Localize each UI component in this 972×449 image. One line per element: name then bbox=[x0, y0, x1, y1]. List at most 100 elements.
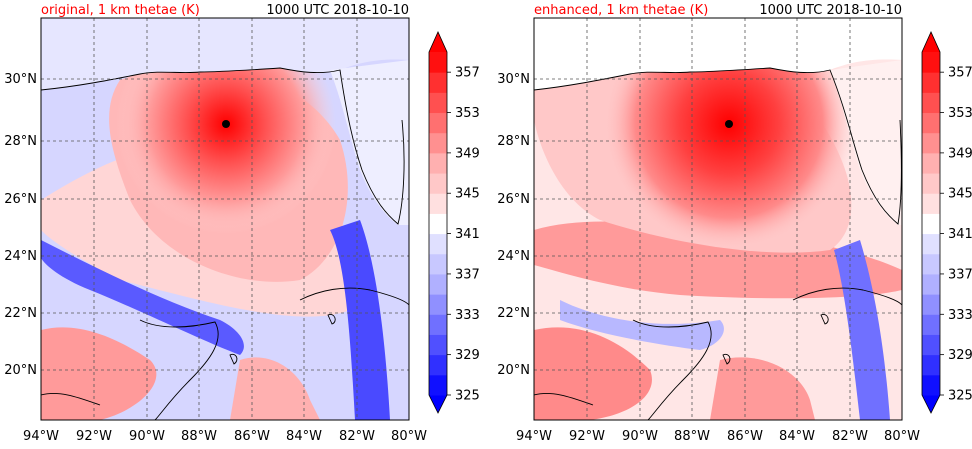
lon-tick-label: 92°W bbox=[76, 429, 112, 444]
colorbar-swatch bbox=[429, 152, 447, 174]
colorbar-swatch bbox=[922, 374, 940, 396]
colorbar-tick-label: 325 bbox=[455, 389, 480, 404]
colorbar-swatch bbox=[429, 374, 447, 396]
colorbar-swatch bbox=[922, 152, 940, 174]
colorbar-swatch bbox=[429, 213, 447, 235]
lon-tick-label: 84°W bbox=[779, 429, 815, 444]
colorbar-swatch bbox=[922, 72, 940, 93]
lat-tick-label: 26°N bbox=[4, 192, 37, 207]
map-frame bbox=[40, 17, 410, 421]
lat-tick-labels: 20°N 22°N 24°N 26°N 28°N 30°N bbox=[497, 72, 530, 378]
lon-tick-labels: 94°W 92°W 90°W 88°W 86°W 84°W 82°W 80°W bbox=[516, 429, 920, 444]
thetae-field bbox=[41, 18, 409, 420]
colorbar-swatch bbox=[429, 294, 447, 315]
lon-tick-labels: 94°W 92°W 90°W 88°W 86°W 84°W 82°W 80°W bbox=[23, 429, 427, 444]
colorbar-swatch bbox=[429, 233, 447, 255]
lon-tick-label: 90°W bbox=[622, 429, 658, 444]
lon-tick-label: 86°W bbox=[727, 429, 763, 444]
lat-tick-label: 22°N bbox=[4, 306, 37, 321]
colorbar-swatch bbox=[429, 92, 447, 114]
colorbar-swatch bbox=[922, 314, 940, 335]
lat-tick-label: 30°N bbox=[4, 72, 37, 87]
coastline bbox=[41, 67, 409, 420]
colorbar-extend-max bbox=[922, 32, 940, 52]
colorbar-tick-label: 345 bbox=[455, 187, 480, 202]
map-frame bbox=[533, 17, 903, 421]
lat-tick-label: 24°N bbox=[4, 249, 37, 264]
lon-tick-label: 94°W bbox=[23, 429, 59, 444]
lon-tick-label: 82°W bbox=[832, 429, 868, 444]
thetae-field bbox=[534, 18, 902, 420]
lon-tick-label: 92°W bbox=[569, 429, 605, 444]
lon-tick-label: 82°W bbox=[339, 429, 375, 444]
colorbar-tick-label: 341 bbox=[455, 227, 480, 242]
panel-original: original, 1 km thetae (K) 1000 UTC 2018-… bbox=[4, 3, 427, 444]
colorbar-tick-label: 357 bbox=[455, 66, 480, 81]
colorbar-tick-label: 349 bbox=[948, 146, 972, 161]
lat-tick-label: 28°N bbox=[4, 134, 37, 149]
lat-tick-label: 24°N bbox=[497, 249, 530, 264]
lat-tick-label: 20°N bbox=[497, 363, 530, 378]
panel-title-left: enhanced, 1 km thetae (K) bbox=[534, 3, 708, 18]
lat-tick-labels: 20°N 22°N 24°N 26°N 28°N 30°N bbox=[4, 72, 37, 378]
colorbar-swatch bbox=[922, 132, 940, 154]
colorbar-swatch bbox=[922, 112, 940, 134]
colorbar-tick-label: 341 bbox=[948, 227, 972, 242]
colorbar-tick-label: 337 bbox=[455, 267, 480, 282]
colorbar-swatch bbox=[922, 233, 940, 255]
colorbar-enhanced: 325 329 333 337 341 345 349 353 357 bbox=[921, 31, 972, 414]
lon-tick-label: 80°W bbox=[391, 429, 427, 444]
panel-title-left: original, 1 km thetae (K) bbox=[41, 3, 200, 18]
colorbar-original: 325 329 333 337 341 345 349 353 357 bbox=[428, 31, 480, 414]
colorbar-swatch bbox=[922, 354, 940, 376]
colorbar-swatch bbox=[922, 294, 940, 315]
colorbar-swatch bbox=[429, 52, 447, 73]
colorbar-swatch bbox=[429, 72, 447, 93]
colorbar-extend-min bbox=[922, 395, 940, 413]
colorbar-swatch bbox=[922, 273, 940, 295]
colorbar-swatch bbox=[429, 112, 447, 134]
colorbar-tick-label: 345 bbox=[948, 187, 972, 202]
colorbar-swatch bbox=[429, 273, 447, 295]
storm-center-marker bbox=[222, 120, 230, 128]
lon-tick-label: 88°W bbox=[181, 429, 217, 444]
colorbar-swatch bbox=[922, 253, 940, 275]
colorbar-tick-label: 329 bbox=[455, 348, 480, 363]
colorbar-tick-label: 329 bbox=[948, 348, 972, 363]
lon-tick-label: 86°W bbox=[234, 429, 270, 444]
gridlines bbox=[534, 18, 902, 420]
coastline bbox=[534, 67, 902, 420]
colorbar-swatch bbox=[429, 132, 447, 154]
colorbar-swatch bbox=[429, 334, 447, 356]
colorbar-swatch bbox=[429, 314, 447, 335]
colorbar-swatch bbox=[922, 193, 940, 214]
colorbar-tick-label: 333 bbox=[455, 308, 480, 323]
colorbar-swatch bbox=[922, 52, 940, 73]
colorbar-tick-label: 353 bbox=[948, 106, 972, 121]
lat-tick-label: 26°N bbox=[497, 192, 530, 207]
colorbar-tick-label: 353 bbox=[455, 106, 480, 121]
colorbar-tick-label: 333 bbox=[948, 308, 972, 323]
lat-tick-label: 30°N bbox=[497, 72, 530, 87]
colorbar-swatch bbox=[922, 92, 940, 114]
colorbar-tick-label: 349 bbox=[455, 146, 480, 161]
panel-title-right: 1000 UTC 2018-10-10 bbox=[266, 3, 409, 18]
lon-tick-label: 80°W bbox=[884, 429, 920, 444]
lon-tick-label: 88°W bbox=[674, 429, 710, 444]
panel-enhanced: enhanced, 1 km thetae (K) 1000 UTC 2018-… bbox=[497, 3, 920, 444]
colorbar-tick-label: 337 bbox=[948, 267, 972, 282]
lon-tick-label: 94°W bbox=[516, 429, 552, 444]
panel-title-right: 1000 UTC 2018-10-10 bbox=[759, 3, 902, 18]
lat-tick-label: 28°N bbox=[497, 134, 530, 149]
colorbar-swatch bbox=[922, 213, 940, 235]
colorbar-tick-label: 357 bbox=[948, 66, 972, 81]
colorbar-swatch bbox=[922, 334, 940, 356]
lat-tick-label: 22°N bbox=[497, 306, 530, 321]
colorbar-extend-min bbox=[429, 395, 447, 413]
lon-tick-label: 90°W bbox=[129, 429, 165, 444]
lat-tick-label: 20°N bbox=[4, 363, 37, 378]
colorbar-swatch bbox=[429, 173, 447, 194]
colorbar-swatch bbox=[429, 253, 447, 275]
gridlines bbox=[41, 18, 409, 420]
lon-tick-label: 84°W bbox=[286, 429, 322, 444]
